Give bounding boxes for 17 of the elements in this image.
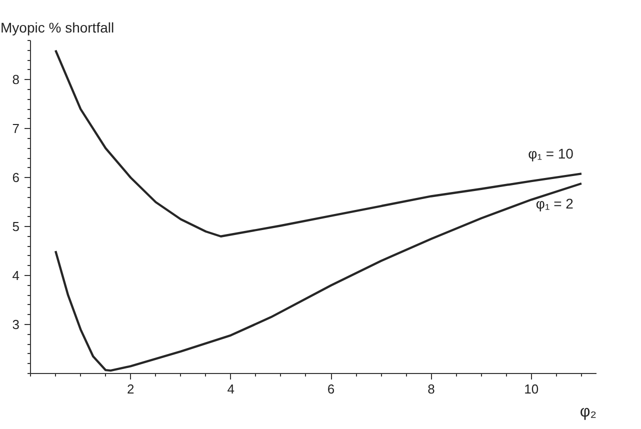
x-axis-title: φ₂ [580,404,597,420]
y-tick-label: 8 [12,72,20,88]
x-tick-label: 8 [428,382,435,396]
y-tick-label: 5 [12,219,20,234]
y-tick-label: 4 [12,268,20,284]
series-label: φ₁ = 10 [528,146,574,162]
x-tick-label: 2 [127,382,134,396]
x-tick-label: 6 [327,382,335,396]
x-tick-label: 10 [524,382,539,396]
series-label: φ₁ = 2 [536,195,574,212]
line-series [54,182,583,372]
x-tick-label: 4 [227,382,234,396]
y-tick-label: 7 [12,121,20,136]
line-series [54,49,583,238]
y-axis-title: Myopic % shortfall [0,20,114,36]
y-tick-label: 6 [12,170,20,186]
y-tick-label: 3 [12,317,20,332]
